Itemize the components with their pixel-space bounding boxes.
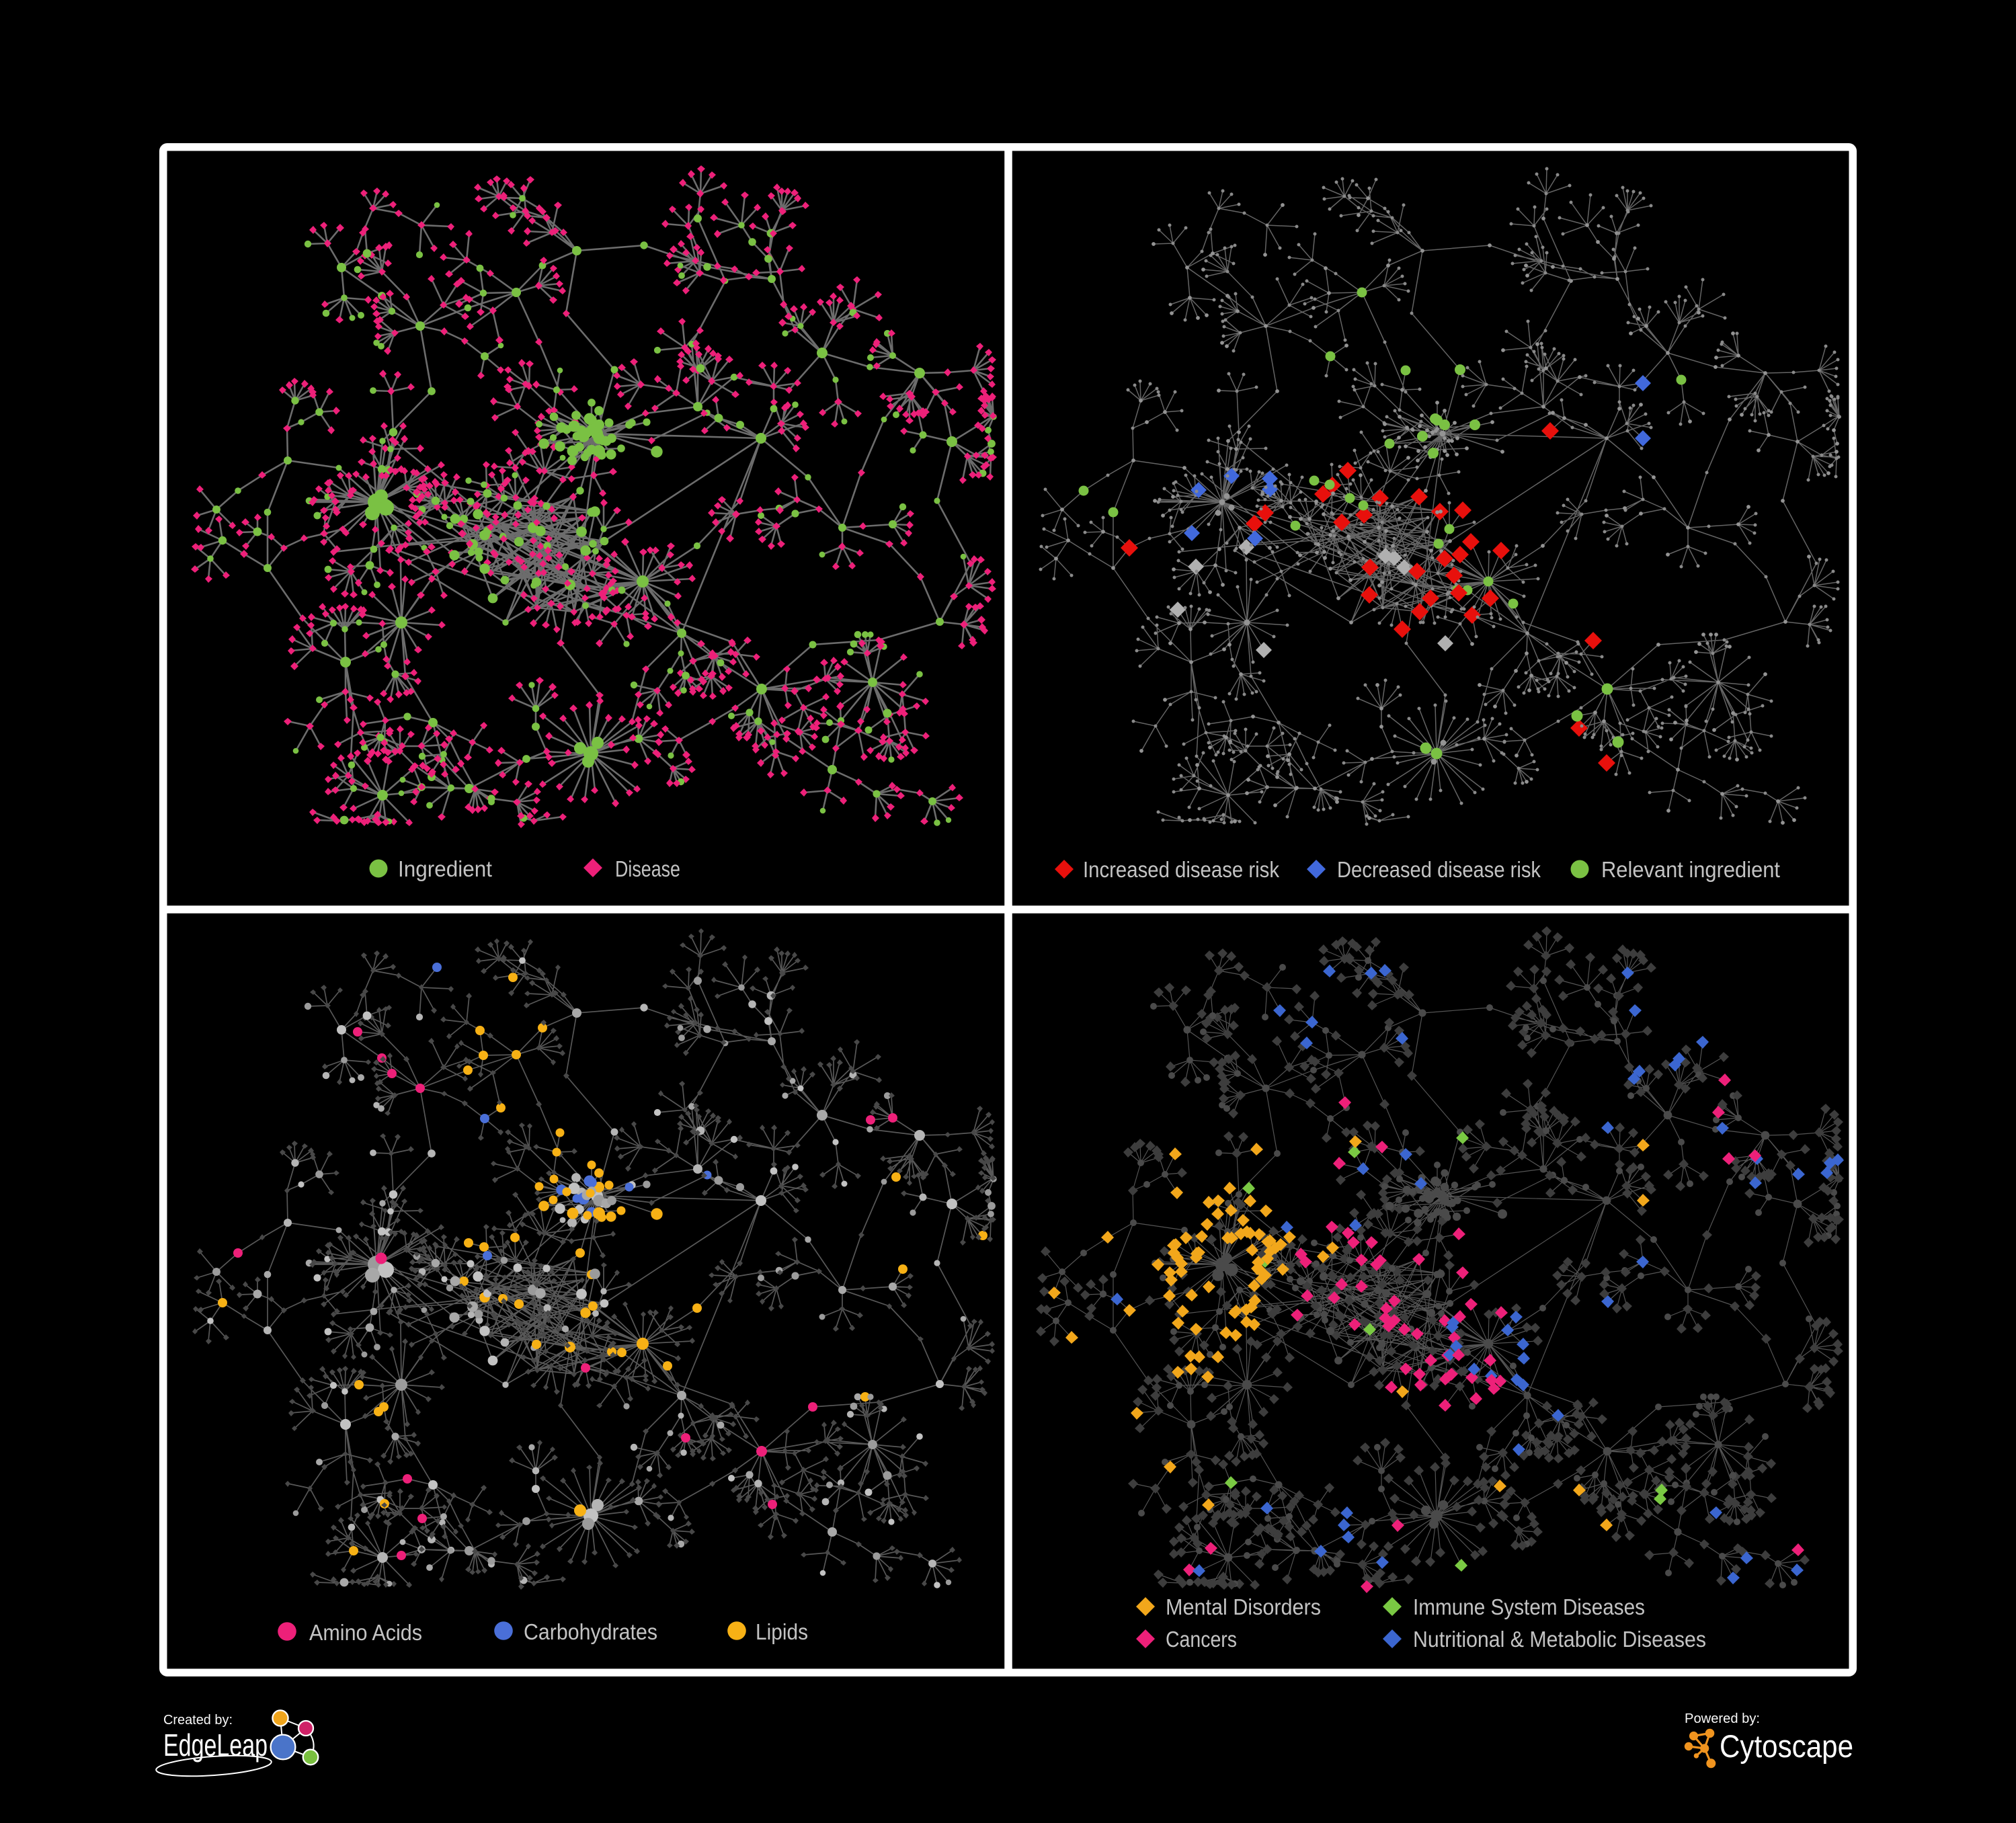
svg-text:Increased disease risk: Increased disease risk xyxy=(1083,857,1279,882)
svg-text:Cytoscape: Cytoscape xyxy=(1720,1728,1853,1764)
svg-text:Immune System Diseases: Immune System Diseases xyxy=(1413,1594,1645,1619)
svg-text:Mental Disorders: Mental Disorders xyxy=(1166,1594,1321,1619)
svg-text:Lipids: Lipids xyxy=(756,1619,808,1644)
svg-text:Created by:: Created by: xyxy=(163,1713,233,1728)
svg-text:Disease: Disease xyxy=(615,856,680,881)
svg-text:Ingredient: Ingredient xyxy=(398,856,492,881)
svg-text:Carbohydrates: Carbohydrates xyxy=(524,1619,657,1644)
svg-text:Powered by:: Powered by: xyxy=(1685,1711,1760,1726)
svg-text:Nutritional & Metabolic Diseas: Nutritional & Metabolic Diseases xyxy=(1413,1627,1706,1652)
svg-text:Relevant ingredient: Relevant ingredient xyxy=(1601,857,1780,882)
svg-text:EdgeLeap: EdgeLeap xyxy=(163,1728,268,1763)
svg-text:Cancers: Cancers xyxy=(1166,1627,1237,1652)
svg-text:Amino Acids: Amino Acids xyxy=(309,1620,422,1645)
svg-text:Decreased disease risk: Decreased disease risk xyxy=(1337,857,1541,882)
